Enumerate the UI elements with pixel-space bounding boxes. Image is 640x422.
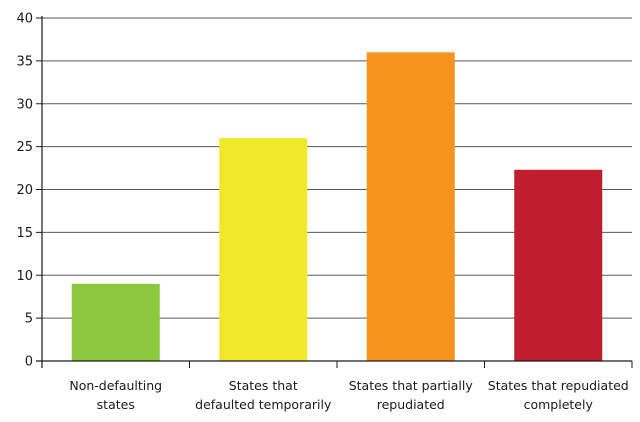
x-category-label: states [97, 397, 135, 412]
bar [219, 138, 308, 361]
bar [366, 52, 455, 362]
y-axis-ticks: 0 5 10 15 20 25 30 35 40 [16, 12, 42, 370]
y-tick-label: 5 [25, 312, 33, 327]
y-tick-label: 40 [16, 12, 33, 27]
y-tick-label: 20 [16, 183, 33, 198]
y-tick-label: 30 [16, 97, 33, 112]
bar [71, 283, 160, 361]
y-tick-label: 15 [16, 226, 33, 241]
bars [71, 52, 603, 362]
x-category-label: completely [524, 397, 594, 412]
y-tick-label: 10 [16, 269, 33, 284]
bar [514, 169, 603, 361]
x-category-label: States that partially [349, 378, 474, 393]
x-category-label: defaulted temporarily [195, 397, 332, 412]
y-tick-label: 35 [16, 54, 33, 69]
x-category-label: States that repudiated [488, 378, 629, 393]
gridlines [42, 17, 632, 319]
x-category-label: States that [229, 378, 298, 393]
x-axis-labels: Non-defaulting states States that defaulted… [41, 361, 633, 412]
x-category-label: Non-defaulting [69, 378, 162, 393]
y-tick-label: 25 [16, 140, 33, 155]
y-tick-label: 0 [25, 355, 33, 370]
axes [36, 16, 632, 368]
x-category-label: repudiated [377, 397, 445, 412]
